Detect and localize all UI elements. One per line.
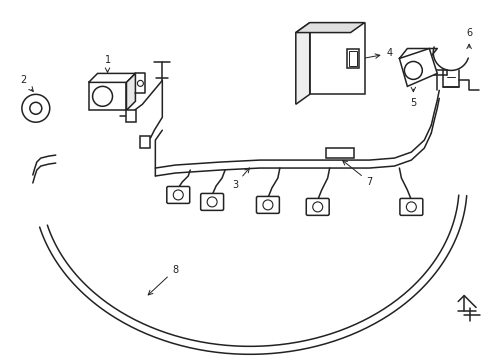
Polygon shape: [399, 49, 436, 86]
Polygon shape: [295, 23, 364, 32]
Polygon shape: [88, 73, 135, 82]
Bar: [88, 82, 126, 110]
FancyBboxPatch shape: [256, 197, 279, 213]
Text: 1: 1: [104, 55, 110, 72]
Polygon shape: [140, 136, 150, 148]
FancyBboxPatch shape: [305, 198, 328, 215]
Bar: [325, 148, 353, 158]
Bar: [348, 50, 356, 67]
Text: 6: 6: [465, 28, 471, 49]
Polygon shape: [295, 23, 309, 104]
Text: 2: 2: [20, 75, 33, 91]
Polygon shape: [126, 110, 136, 122]
Text: 3: 3: [231, 168, 249, 190]
Bar: [346, 49, 358, 68]
Bar: [309, 23, 364, 94]
FancyBboxPatch shape: [200, 193, 223, 210]
Text: 5: 5: [409, 87, 416, 108]
Text: 8: 8: [148, 265, 178, 295]
Text: 7: 7: [342, 161, 372, 187]
Text: 4: 4: [365, 49, 392, 58]
Polygon shape: [126, 73, 135, 110]
FancyBboxPatch shape: [166, 186, 189, 203]
FancyBboxPatch shape: [399, 198, 422, 215]
